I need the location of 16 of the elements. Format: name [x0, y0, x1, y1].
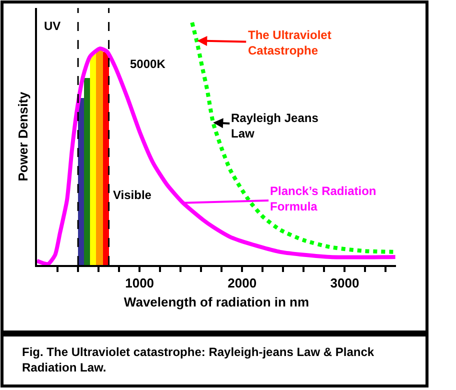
annotation: UV — [44, 19, 61, 33]
x-tick-label: 3000 — [330, 276, 360, 291]
text: Fig. The Ultraviolet catastrophe: Rayleigh-jeans Law & Planck Radiation Law. — [22, 345, 374, 375]
x-tick-label: 2000 — [228, 276, 257, 291]
x-axis-title: Wavelength of radiation in nm — [124, 294, 310, 310]
y-axis-title: Power Density — [15, 90, 30, 182]
annotation: Visible — [113, 188, 152, 202]
bar — [84, 78, 90, 265]
text: Planck’s Radiation Formula — [270, 184, 376, 214]
series-label: Rayleigh Jeans Law — [231, 111, 319, 141]
annotation: 5000K — [130, 57, 166, 71]
bar — [96, 49, 103, 265]
x-tick-label: 1000 — [125, 276, 154, 291]
annotation: The Ultraviolet Catastrophe — [248, 28, 332, 58]
bar — [103, 52, 109, 265]
bar — [90, 54, 96, 265]
